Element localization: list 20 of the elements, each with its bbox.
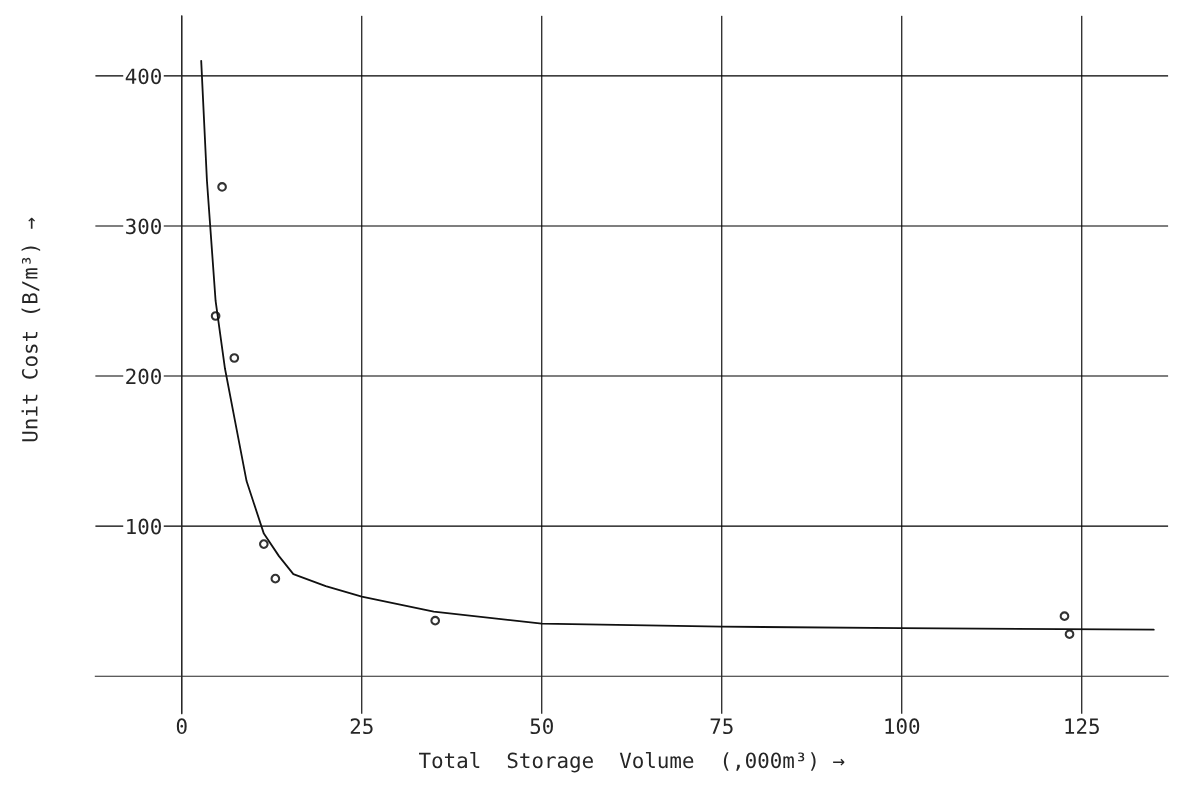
x-tick-label: 50 — [530, 718, 553, 735]
x-tick-label: 75 — [710, 718, 733, 735]
y-tick-label: 300 — [126, 218, 161, 235]
x-tick-label: 25 — [350, 718, 373, 735]
x-tick-label: 100 — [885, 718, 920, 735]
y-tick-label: 200 — [126, 368, 161, 385]
point — [270, 573, 281, 584]
point — [1059, 611, 1070, 621]
point — [1064, 629, 1075, 639]
x-axis-title: Total Storage Volume (,000m³) → — [419, 752, 845, 773]
y-tick-label: 100 — [127, 518, 161, 535]
point — [229, 353, 240, 363]
point — [259, 539, 269, 549]
x-tick-label: 125 — [1065, 718, 1099, 735]
point — [217, 182, 227, 192]
y-tick-label: 400 — [125, 68, 161, 85]
y-axis-title: Unit Cost (B/m³) → — [21, 217, 41, 442]
line-series — [200, 59, 1155, 631]
x-tick-label: 0 — [176, 718, 187, 735]
point — [430, 615, 441, 626]
